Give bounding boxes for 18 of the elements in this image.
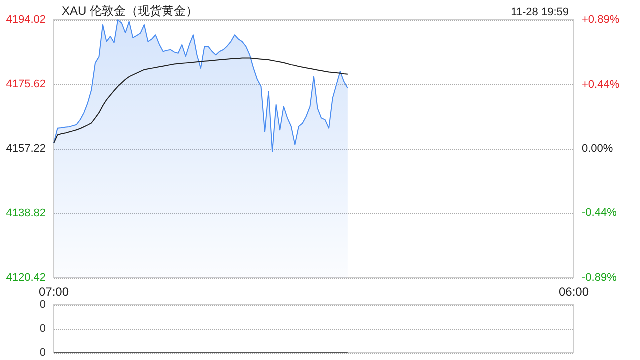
y2-tick-label: -0.44%	[582, 206, 618, 219]
y2-tick-label: +0.44%	[582, 79, 620, 92]
y2-tick-label: 0.00%	[582, 143, 614, 155]
line-series	[54, 58, 348, 144]
y-tick-label: 4194.02	[6, 14, 46, 26]
y-tick-label: 4157.22	[6, 143, 46, 155]
y-tick-label: 4138.82	[6, 208, 46, 220]
x-tick-label: 07:00	[38, 285, 70, 299]
y2-tick-label: +0.89%	[582, 14, 620, 26]
y-tick-label: 4175.62	[6, 78, 46, 90]
y-tick-label: 0	[40, 323, 46, 335]
chart-title: XAU 伦敦金（现货黄金）	[62, 4, 198, 18]
text: 11-28 19:59	[511, 6, 570, 18]
y2-tick-label: -0.89%	[582, 272, 618, 284]
x-tick-label: 06:00	[558, 285, 590, 299]
y-tick-label: 0	[40, 299, 46, 311]
y-tick-label: 0	[40, 347, 46, 359]
y-tick-label: 4120.42	[6, 272, 46, 284]
